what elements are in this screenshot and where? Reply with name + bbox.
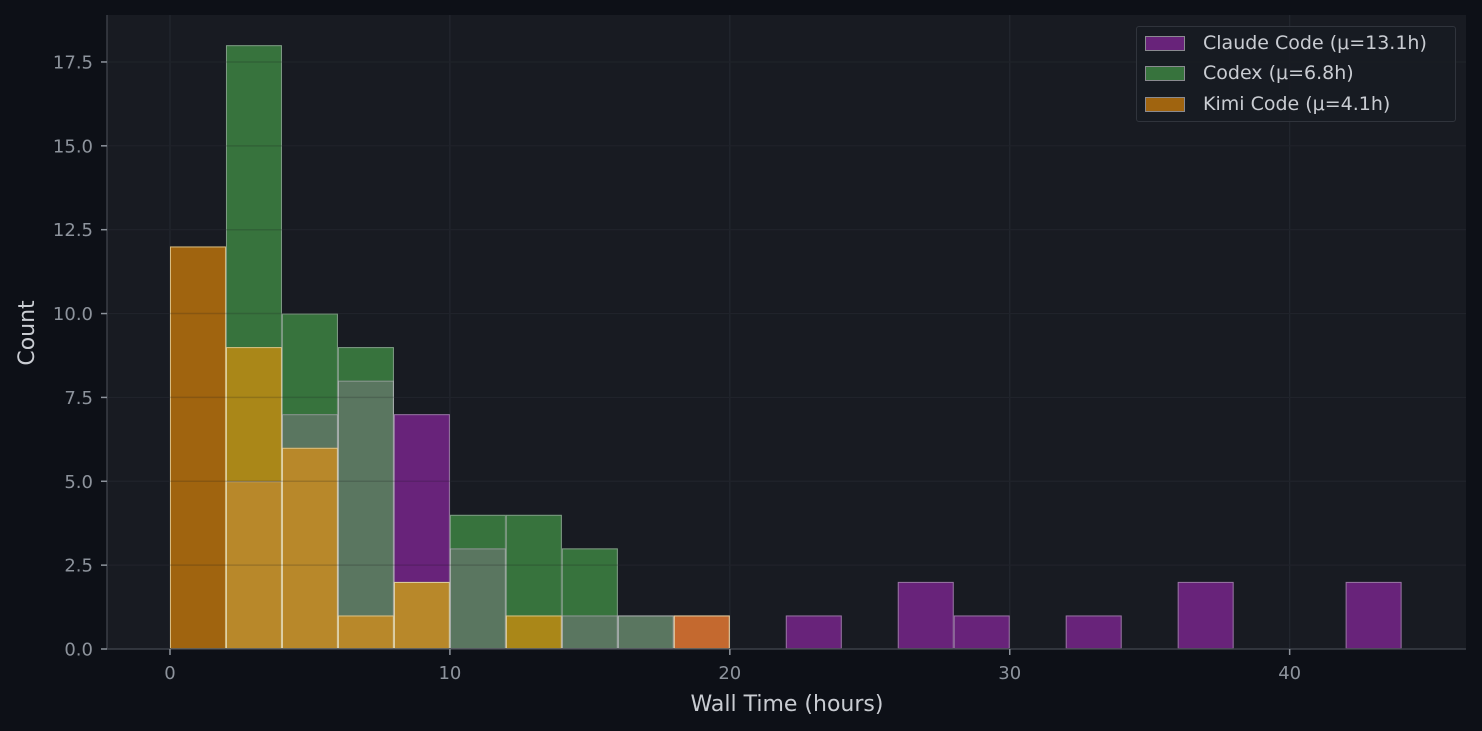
y-axis-ticks: 0.0 2.5 5.0 7.5 10.0 12.5 15.0 17.5 — [53, 52, 107, 661]
legend-label-claude: Claude Code (μ=13.1h) — [1203, 32, 1427, 54]
histogram-bar-segment — [897, 581, 954, 649]
y-tick-label: 5.0 — [64, 472, 93, 493]
y-tick-label: 10.0 — [53, 304, 93, 325]
histogram-bar-segment — [785, 615, 842, 649]
histogram-bar-segment — [449, 548, 506, 649]
histogram-bar-segment — [505, 514, 562, 616]
y-tick-label: 12.5 — [53, 220, 93, 241]
legend-label-codex: Codex (μ=6.8h) — [1203, 62, 1354, 84]
histogram-bar-segment — [505, 615, 562, 649]
y-tick-label: 0.0 — [64, 640, 93, 661]
histogram-bar-segment — [393, 581, 450, 649]
legend-swatch-codex — [1145, 65, 1185, 81]
histogram-bars — [169, 45, 1402, 650]
histogram-bar-segment — [393, 414, 450, 582]
histogram-bar-segment — [225, 45, 282, 348]
x-tick-label: 20 — [718, 663, 741, 684]
histogram-bar-segment — [953, 615, 1010, 649]
axes-spines — [106, 15, 1466, 650]
legend: Claude Code (μ=13.1h) Codex (μ=6.8h) Kim… — [1136, 26, 1456, 122]
y-tick-label: 2.5 — [64, 556, 93, 577]
x-tick-label: 30 — [998, 663, 1021, 684]
legend-label-kimi: Kimi Code (μ=4.1h) — [1203, 93, 1391, 115]
legend-swatch-kimi — [1145, 96, 1185, 112]
histogram-bar-segment — [1177, 581, 1234, 649]
legend-swatch-claude — [1145, 35, 1185, 51]
legend-item-codex: Codex (μ=6.8h) — [1145, 62, 1354, 84]
histogram-bar-segment — [225, 347, 282, 482]
x-tick-label: 10 — [438, 663, 461, 684]
histogram-bar-segment — [281, 414, 338, 448]
histogram-bar-segment — [281, 447, 338, 649]
x-tick-label: 40 — [1278, 663, 1301, 684]
histogram-bar-segment — [673, 615, 730, 649]
histogram-bar-segment — [561, 548, 618, 616]
histogram-bar-segment — [281, 313, 338, 415]
histogram-bar-segment — [337, 615, 394, 649]
x-axis-ticks: 0 10 20 30 40 — [164, 649, 1301, 684]
histogram-bar-segment — [225, 481, 282, 649]
legend-item-claude: Claude Code (μ=13.1h) — [1145, 32, 1427, 54]
histogram-bar-segment — [169, 246, 226, 649]
y-tick-label: 7.5 — [64, 388, 93, 409]
x-tick-label: 0 — [164, 663, 175, 684]
histogram-bar-segment — [1345, 581, 1402, 649]
y-axis-label: Count — [15, 300, 40, 366]
histogram-bar-segment — [617, 615, 674, 649]
y-tick-label: 15.0 — [53, 136, 93, 157]
histogram-bar-segment — [1065, 615, 1122, 649]
legend-item-kimi: Kimi Code (μ=4.1h) — [1145, 93, 1390, 115]
grid-lines-overlay — [107, 61, 1466, 566]
histogram-bar-segment — [337, 347, 394, 381]
histogram-bar-segment — [449, 514, 506, 549]
x-axis-label: Wall Time (hours) — [691, 692, 884, 717]
histogram-bar-segment — [337, 380, 394, 616]
y-tick-label: 17.5 — [53, 52, 93, 73]
histogram-bar-segment — [561, 615, 618, 649]
